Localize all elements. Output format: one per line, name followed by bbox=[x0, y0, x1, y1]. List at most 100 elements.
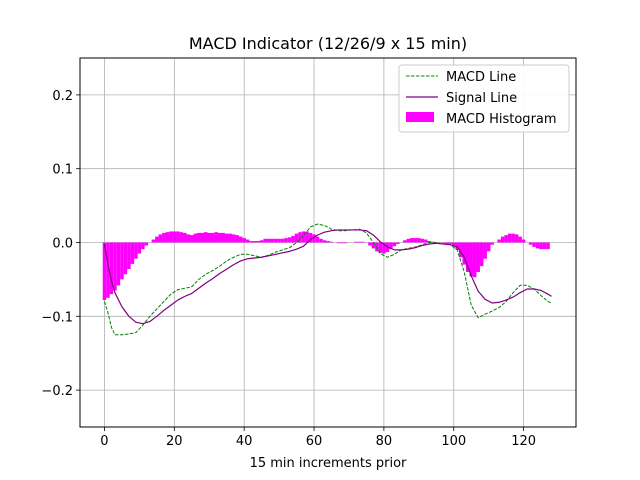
histogram-bar bbox=[210, 232, 215, 243]
histogram-bar bbox=[465, 242, 470, 273]
series-lines bbox=[103, 223, 552, 336]
histogram-bar bbox=[392, 242, 397, 247]
histogram-bar bbox=[336, 242, 341, 244]
histogram-bar bbox=[504, 235, 508, 243]
x-tick-label: 120 bbox=[511, 434, 536, 449]
histogram-bar bbox=[371, 242, 376, 249]
histogram-bar bbox=[469, 242, 473, 277]
histogram-bar bbox=[375, 242, 379, 252]
histogram-bar bbox=[452, 242, 456, 246]
legend-signal-label: Signal Line bbox=[446, 91, 517, 106]
histogram-bar bbox=[326, 241, 330, 243]
histogram-bar bbox=[277, 238, 281, 243]
histogram-bar bbox=[197, 232, 201, 243]
histogram-bar bbox=[312, 234, 316, 243]
histogram-bar bbox=[308, 232, 313, 243]
legend-histogram-label: MACD Histogram bbox=[446, 112, 557, 127]
histogram-bar bbox=[172, 231, 177, 243]
histogram-bar bbox=[490, 242, 494, 245]
histogram-bar bbox=[266, 238, 271, 243]
histogram-bar bbox=[378, 242, 383, 253]
x-tick-label: 80 bbox=[376, 434, 393, 449]
histogram-bar bbox=[354, 241, 358, 243]
histogram-bar bbox=[410, 238, 414, 243]
y-tick-label: −0.1 bbox=[41, 310, 73, 325]
histogram-bar bbox=[273, 238, 278, 243]
histogram-bar bbox=[193, 233, 198, 243]
histogram-bar bbox=[249, 241, 253, 243]
histogram-bar bbox=[532, 242, 536, 247]
histogram-bar bbox=[217, 232, 222, 243]
histogram-bar bbox=[462, 242, 466, 265]
histogram-bar bbox=[542, 242, 547, 250]
histogram-bar bbox=[445, 242, 449, 244]
legend-macd-label: MACD Line bbox=[446, 70, 516, 85]
histogram-bar bbox=[319, 238, 323, 243]
legend-box bbox=[398, 64, 570, 133]
axis-ticks: 0 20 40 60 80 100 120 −0.2 −0.1 0.0 0.1 0.2 bbox=[41, 89, 536, 449]
histogram-bar bbox=[539, 242, 543, 250]
histogram-bar bbox=[280, 238, 285, 243]
histogram-bars bbox=[102, 231, 550, 301]
histogram-bar bbox=[120, 242, 124, 280]
histogram-bar bbox=[235, 235, 239, 243]
histogram-bar bbox=[245, 239, 250, 243]
y-tick-label: 0.0 bbox=[52, 237, 73, 252]
histogram-bar bbox=[190, 235, 194, 243]
histogram-bar bbox=[448, 242, 452, 244]
legend: MACD Line Signal Line MACD Histogram bbox=[398, 64, 570, 133]
legend-histogram-swatch bbox=[406, 112, 434, 122]
histogram-bar bbox=[420, 238, 425, 243]
histogram-bar bbox=[472, 242, 477, 278]
y-tick-label: −0.2 bbox=[41, 384, 73, 399]
histogram-bar bbox=[291, 235, 295, 243]
histogram-bar bbox=[497, 239, 501, 243]
histogram-bar bbox=[155, 236, 159, 243]
histogram-bar bbox=[315, 236, 320, 243]
histogram-bar bbox=[424, 239, 428, 243]
histogram-bar bbox=[287, 237, 292, 243]
histogram-bar bbox=[389, 242, 393, 250]
histogram-bar bbox=[507, 233, 512, 243]
histogram-bar bbox=[322, 240, 327, 243]
histogram-bar bbox=[263, 238, 267, 243]
histogram-bar bbox=[518, 236, 522, 243]
histogram-bar bbox=[204, 232, 208, 243]
chart-title: MACD Indicator (12/26/9 x 15 min) bbox=[189, 34, 467, 53]
histogram-bar bbox=[417, 238, 421, 243]
histogram-bar bbox=[403, 240, 407, 243]
histogram-bar bbox=[130, 242, 135, 264]
histogram-bar bbox=[127, 242, 131, 270]
x-axis-label: 15 min increments prior bbox=[250, 456, 407, 471]
histogram-bar bbox=[301, 231, 306, 243]
x-tick-label: 40 bbox=[236, 434, 253, 449]
histogram-bar bbox=[528, 242, 533, 245]
histogram-bar bbox=[238, 236, 243, 243]
histogram-bar bbox=[396, 242, 400, 244]
histogram-bar bbox=[256, 241, 260, 243]
histogram-bar bbox=[521, 239, 526, 243]
histogram-bar bbox=[221, 232, 225, 243]
histogram-bar bbox=[224, 233, 229, 243]
histogram-bar bbox=[500, 236, 505, 243]
histogram-bar bbox=[123, 242, 128, 275]
histogram-bar bbox=[340, 242, 344, 244]
histogram-bar bbox=[137, 242, 142, 254]
histogram-bar bbox=[514, 234, 519, 243]
histogram-bar bbox=[207, 232, 211, 243]
signal-line bbox=[103, 229, 552, 325]
histogram-bar bbox=[176, 231, 180, 243]
x-tick-label: 100 bbox=[441, 434, 466, 449]
histogram-bar bbox=[479, 242, 484, 267]
histogram-bar bbox=[284, 238, 288, 243]
histogram-bar bbox=[109, 242, 114, 295]
x-tick-label: 60 bbox=[306, 434, 323, 449]
histogram-bar bbox=[113, 242, 117, 291]
histogram-bar bbox=[294, 233, 299, 243]
histogram-bar bbox=[511, 233, 515, 243]
x-tick-label: 0 bbox=[100, 434, 108, 449]
histogram-bar bbox=[427, 241, 432, 243]
histogram-bar bbox=[169, 231, 173, 243]
histogram-bar bbox=[214, 232, 218, 243]
